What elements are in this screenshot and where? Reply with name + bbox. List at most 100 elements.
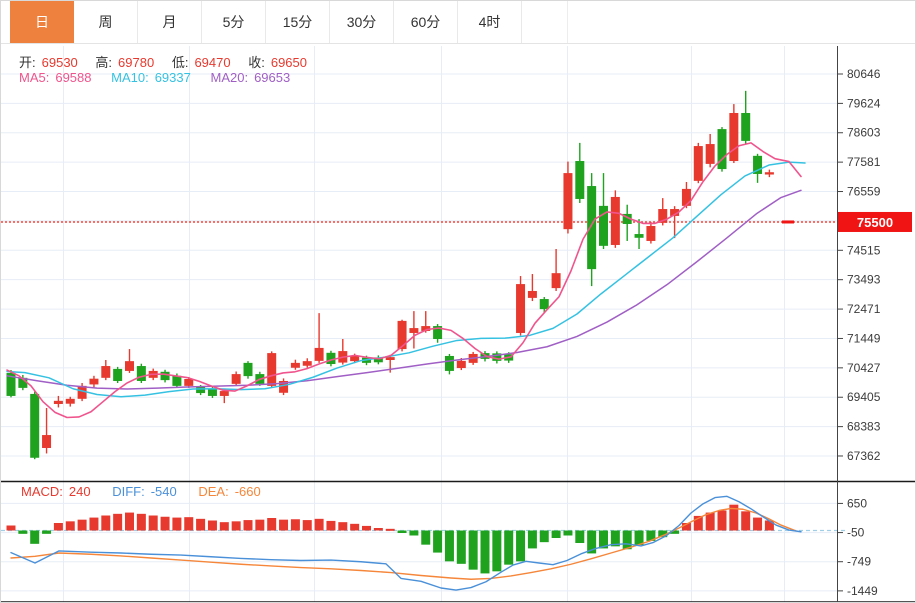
macd-bar [705, 512, 715, 531]
macd-bar [634, 530, 644, 546]
candle-body [729, 112, 739, 162]
candle-body [658, 209, 668, 223]
macd-bar [433, 530, 443, 553]
tab-month[interactable]: 月 [138, 1, 202, 43]
axis-tick-label: 74515 [847, 243, 881, 257]
macd-bar [136, 513, 146, 531]
candle-body [302, 361, 312, 366]
dea-line [10, 507, 797, 580]
axis-tick-label: -50 [847, 526, 865, 540]
candle-body [409, 328, 419, 333]
candle-body [599, 205, 608, 246]
macd-label: MACD: [21, 484, 63, 499]
macd-info: MACD: 240 DIFF: -540 DEA: -660 [21, 484, 267, 499]
axis-tick-label: 72471 [847, 302, 881, 316]
macd-bar [610, 530, 620, 547]
macd-bar [741, 511, 751, 531]
macd-bar [362, 525, 371, 531]
macd-bar [279, 519, 289, 531]
tab-15min[interactable]: 15分 [266, 1, 330, 43]
macd-bar [148, 515, 158, 531]
axis-tick-label: 69405 [847, 390, 881, 404]
macd-bar [290, 519, 300, 531]
macd-bar [207, 520, 217, 531]
candle-body [551, 273, 561, 289]
ma20-label: MA20: [210, 70, 249, 85]
latest-price-marker [782, 220, 794, 224]
macd-bar [444, 530, 454, 562]
candle-body [587, 186, 597, 270]
high-label: 高: [95, 55, 113, 70]
macd-bar [160, 516, 170, 531]
candle-body [314, 347, 324, 361]
macd-bar [599, 530, 608, 549]
axis-tick-label: 68383 [847, 420, 881, 434]
axis-tick-label: 650 [847, 496, 867, 510]
macd-bar [575, 530, 585, 543]
ma5-line [6, 142, 802, 419]
candle-body [326, 352, 336, 365]
ma20-line [6, 189, 802, 390]
axis-tick-label: 77581 [847, 155, 881, 169]
macd-bar [243, 520, 253, 531]
axis-tick-label: -1449 [847, 584, 878, 598]
low-label: 低: [171, 55, 189, 70]
axis-tick-label: 78603 [847, 126, 881, 140]
candle-body [456, 360, 466, 369]
candle-body [219, 391, 229, 396]
candle-body [184, 378, 194, 386]
candle-body [421, 326, 431, 331]
macd-bar [42, 530, 52, 534]
macd-bar [504, 530, 514, 565]
period-tabbar: 日周月 5分 15分 30分 60分 4时 [1, 1, 915, 44]
price-axis-labels: 80646 79624 78603 77581 76559 74515 73493 72471… [837, 67, 881, 598]
tab-60min[interactable]: 60分 [394, 1, 458, 43]
macd-bar [764, 520, 774, 531]
macd-bar [527, 530, 537, 549]
candle-body [101, 366, 111, 378]
current-price-value: 75500 [857, 215, 893, 230]
candle-body [717, 129, 727, 170]
macd-bar [658, 530, 668, 538]
macd-bar [468, 530, 478, 570]
tab-5min[interactable]: 5分 [202, 1, 266, 43]
macd-bar [717, 510, 727, 531]
close-label: 收: [248, 55, 265, 70]
macd-bar [231, 521, 241, 531]
tab-4hour[interactable]: 4时 [458, 1, 522, 43]
candle-body [433, 326, 443, 340]
candle-body [77, 385, 87, 399]
axis-tick-label: 67362 [847, 449, 881, 463]
macd-bar [302, 520, 312, 531]
candle-body [196, 387, 206, 394]
macd-bar [219, 522, 229, 531]
macd-bar [65, 521, 75, 531]
tab-30min[interactable]: 30分 [330, 1, 394, 43]
macd-bar [255, 519, 265, 531]
macd-bar [113, 513, 123, 531]
axis-tick-label: 79624 [847, 96, 881, 110]
ma20-value: 69653 [254, 70, 291, 85]
macd-bar [729, 504, 739, 531]
axis-tick-label: 73493 [847, 273, 881, 287]
macd-bar [196, 518, 206, 531]
candle-body [113, 368, 123, 381]
macd-bar [693, 515, 703, 531]
macd-histogram [6, 504, 774, 574]
axis-tick-label: -749 [847, 555, 871, 569]
macd-bar [551, 530, 561, 538]
axis-tick-label: 76559 [847, 185, 881, 199]
macd-bar [753, 517, 763, 531]
macd-bar [456, 530, 466, 564]
candle-body [125, 361, 134, 371]
ma5-label: MA5: [19, 70, 50, 85]
macd-bar [314, 518, 324, 531]
macd-value: 240 [68, 484, 91, 499]
tab-week[interactable]: 周 [74, 1, 138, 43]
open-label: 开: [19, 55, 36, 70]
dea-value: -660 [234, 484, 261, 499]
tab-day[interactable]: 日 [10, 1, 74, 43]
candle-body [397, 320, 407, 350]
